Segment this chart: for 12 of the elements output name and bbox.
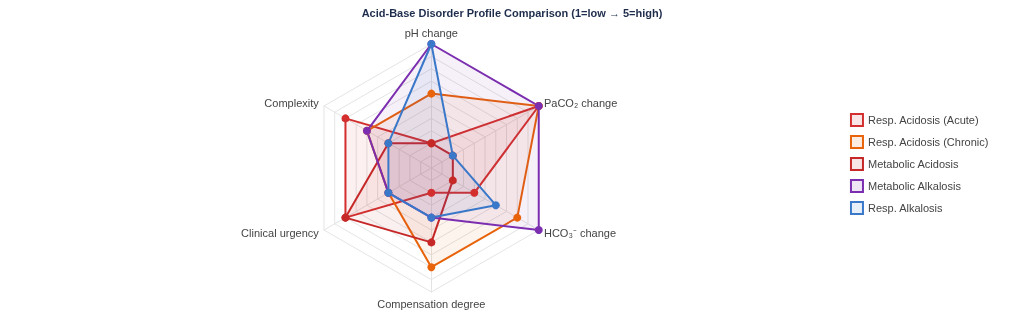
- legend-label: Metabolic Alkalosis: [867, 180, 962, 192]
- spoke-label: HCO₃⁻ change: [543, 227, 617, 239]
- spoke-label: Clinical urgency: [241, 227, 320, 239]
- legend-label: Resp. Alkalosis: [867, 202, 944, 214]
- chart-title: Acid-Base Disorder Profile Comparison (1=low → 5=high): [361, 6, 663, 19]
- spoke-label: PaCO₂ change: [543, 97, 618, 109]
- legend-label: Resp. Acidosis (Acute): [867, 114, 979, 126]
- legend-label: Resp. Acidosis (Chronic): [867, 136, 989, 148]
- spoke-label: Compensation degree: [377, 297, 486, 310]
- spoke-label: pH change: [404, 26, 458, 39]
- legend-label: Metabolic Acidosis: [867, 158, 959, 170]
- spoke-label: Complexity: [264, 97, 320, 109]
